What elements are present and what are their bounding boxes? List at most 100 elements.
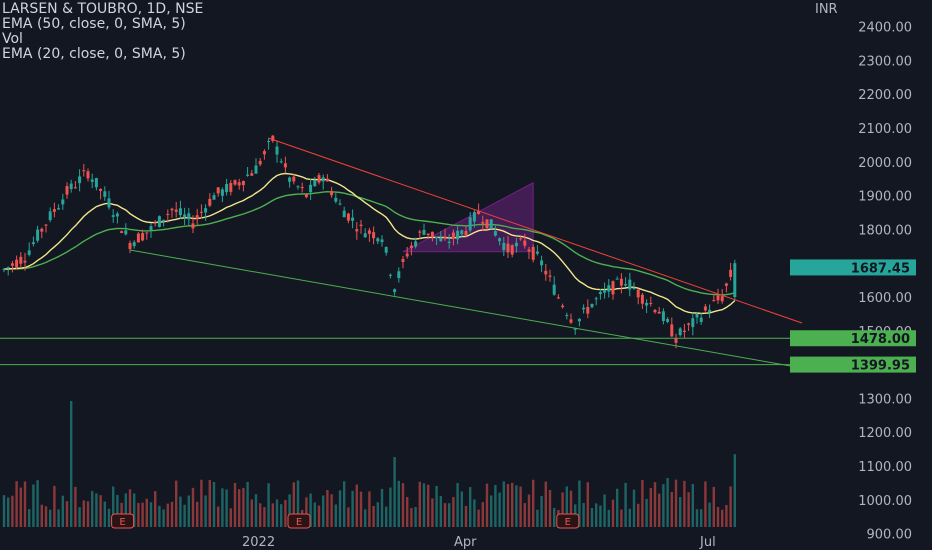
candle-body [598,291,602,295]
volume-bar [498,492,501,527]
candle-body [271,135,275,142]
volume-bar [695,509,699,527]
candle-body [712,300,716,302]
candle-body [510,245,514,255]
volume-bar [452,497,455,527]
candle-body [225,184,229,193]
candle-body [292,176,296,182]
volume-bar [112,486,115,527]
volume-bar [154,491,157,527]
volume-bar [586,482,589,527]
volume-bar [632,489,636,527]
candle-body [657,311,661,314]
candle-body [481,221,485,224]
earnings-label: E [296,517,302,528]
volume-bar [422,483,426,527]
candle-body [489,219,493,229]
volume-bar [540,496,543,527]
candle-body [351,217,355,221]
volume-bar [624,482,627,527]
candle-body [472,212,476,222]
volume-bar [263,507,266,527]
volume-bar [355,484,358,527]
candle-body [128,243,132,249]
candle-body [632,288,636,290]
volume-bar [456,483,459,527]
candle-body [409,245,413,249]
candle-body [376,238,380,242]
candle-body [141,233,145,241]
candle-body [220,189,224,196]
candle-body [460,230,464,235]
volume-bar [565,486,568,527]
candle-body [111,215,115,217]
volume-bar [170,501,174,527]
y-tick-label: 2400.00 [858,21,912,36]
volume-bar [229,508,232,527]
volume-bar [95,493,98,527]
y-tick-label: 1000.00 [858,494,912,509]
candle-body [124,230,128,235]
candle-body [36,229,40,241]
y-tick-label: 1800.00 [858,223,912,238]
candle-body [82,170,86,172]
volume-bar [460,491,463,527]
candle-body [451,232,455,239]
candle-body [157,216,161,228]
candle-body [384,247,388,253]
y-tick-label: 1200.00 [858,426,912,441]
candle-body [73,187,77,189]
candle-body [346,213,350,221]
volume-bar [28,509,31,527]
candle-body [258,160,262,165]
volume-bar [322,495,325,527]
candle-body [300,186,304,189]
volume-bar [637,503,640,527]
volume-bar [347,507,350,527]
candle-body [69,183,73,189]
candle-body [90,179,94,182]
candle-body [195,215,199,219]
volume-bar [284,499,287,527]
candle-body [31,242,35,245]
candle-body [372,232,376,239]
candle-body [401,259,405,263]
volume-bar [242,487,245,527]
candle-body [691,318,695,328]
candle-body [485,219,489,229]
volume-bar [280,504,283,527]
candle-body [241,180,245,186]
y-tick-label: 2200.00 [858,88,912,103]
candle-body [367,230,371,234]
last-price-tag-bg [790,259,916,276]
candle-body [661,311,665,321]
candle-body [174,209,178,212]
volume-bar [561,492,564,527]
candle-body [132,242,136,247]
volume-bar [691,484,694,527]
volume-bar [309,493,312,527]
volume-bar [372,505,375,527]
candle-body [296,186,300,188]
volume-bar [250,499,253,527]
candle-body [682,330,686,332]
candle-body [456,230,460,240]
volume-bar [351,490,354,527]
volume-bar [145,498,148,527]
earnings-marker: E [111,513,135,529]
volume-bar [313,502,316,527]
candle-body [325,178,329,182]
volume-bar [288,494,291,527]
candle-body [250,173,254,176]
volume-bar [49,509,52,527]
volume-bar [99,495,102,527]
volume-bar [233,482,237,527]
volume-bar [124,493,127,527]
volume-bar [603,494,606,527]
x-tick-label: 2022 [242,535,275,550]
candle-body [468,217,472,231]
volume-bar [628,508,631,527]
candle-body [502,242,506,251]
candles [2,135,737,349]
